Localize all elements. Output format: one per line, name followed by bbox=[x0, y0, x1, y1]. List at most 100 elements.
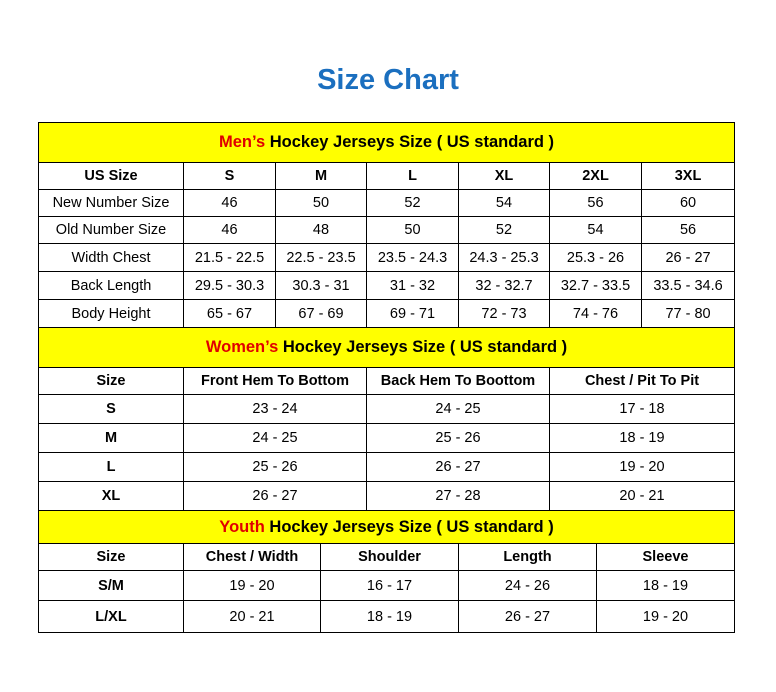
womens-size-table: Women’s Hockey Jerseys Size ( US standar… bbox=[37, 327, 736, 511]
table-row: XL 26 - 27 27 - 28 20 - 21 bbox=[38, 481, 736, 511]
column-header: Size bbox=[38, 543, 184, 571]
mens-section-title: Men’s Hockey Jerseys Size ( US standard … bbox=[37, 122, 736, 163]
table-cell: 50 bbox=[275, 189, 367, 217]
table-cell: 46 bbox=[183, 189, 276, 217]
table-cell: 54 bbox=[549, 216, 642, 244]
table-cell: 77 - 80 bbox=[640, 299, 736, 328]
row-label: M bbox=[38, 423, 184, 453]
row-label: L/XL bbox=[38, 600, 184, 633]
row-label: Old Number Size bbox=[38, 216, 184, 244]
table-row: S/M 19 - 20 16 - 17 24 - 26 18 - 19 bbox=[38, 570, 736, 601]
column-header: Size bbox=[38, 367, 184, 395]
row-label: S bbox=[38, 394, 184, 424]
table-row: Old Number Size 46 48 50 52 54 56 bbox=[38, 216, 736, 244]
section-title-text: Hockey Jerseys Size ( US standard ) bbox=[278, 338, 568, 356]
table-cell: 24 - 26 bbox=[458, 570, 597, 601]
section-title-text: Hockey Jerseys Size ( US standard ) bbox=[265, 133, 555, 151]
table-cell: 19 - 20 bbox=[183, 570, 321, 601]
column-header: 2XL bbox=[549, 162, 642, 190]
table-cell: 67 - 69 bbox=[275, 299, 367, 328]
table-cell: 27 - 28 bbox=[366, 481, 550, 511]
table-cell: 52 bbox=[366, 189, 459, 217]
column-header: S bbox=[183, 162, 276, 190]
table-cell: 52 bbox=[458, 216, 550, 244]
table-cell: 74 - 76 bbox=[549, 299, 642, 328]
table-cell: 26 - 27 bbox=[183, 481, 367, 511]
table-cell: 25 - 26 bbox=[183, 452, 367, 482]
table-cell: 23.5 - 24.3 bbox=[366, 243, 459, 272]
column-header: Length bbox=[458, 543, 597, 571]
row-label: S/M bbox=[38, 570, 184, 601]
table-cell: 24.3 - 25.3 bbox=[458, 243, 550, 272]
row-label: Body Height bbox=[38, 299, 184, 328]
table-cell: 60 bbox=[640, 189, 736, 217]
section-title-text: Hockey Jerseys Size ( US standard ) bbox=[264, 517, 554, 536]
column-header: US Size bbox=[38, 162, 184, 190]
page-title: Size Chart bbox=[317, 64, 459, 96]
table-cell: 17 - 18 bbox=[548, 394, 736, 424]
table-cell: 18 - 19 bbox=[320, 600, 459, 633]
table-cell: 72 - 73 bbox=[458, 299, 550, 328]
column-header: Front Hem To Bottom bbox=[183, 367, 367, 395]
column-header-row: Size Front Hem To Bottom Back Hem To Boott… bbox=[38, 367, 736, 395]
column-header: 3XL bbox=[640, 162, 736, 190]
table-row: Width Chest 21.5 - 22.5 22.5 - 23.5 23.5 - … bbox=[38, 243, 736, 272]
mens-size-table: Men’s Hockey Jerseys Size ( US standard … bbox=[37, 122, 736, 328]
table-cell: 69 - 71 bbox=[366, 299, 459, 328]
column-header-row: US Size S M L XL 2XL 3XL bbox=[38, 162, 736, 190]
table-cell: 56 bbox=[549, 189, 642, 217]
table-cell: 30.3 - 31 bbox=[275, 271, 367, 300]
table-cell: 48 bbox=[275, 216, 367, 244]
table-cell: 22.5 - 23.5 bbox=[275, 243, 367, 272]
table-row: Body Height 65 - 67 67 - 69 69 - 71 72 - 73 7… bbox=[38, 299, 736, 328]
youth-size-table: Youth Hockey Jerseys Size ( US standard … bbox=[37, 510, 736, 633]
table-cell: 18 - 19 bbox=[595, 570, 736, 601]
row-label: Width Chest bbox=[38, 243, 184, 272]
table-cell: 31 - 32 bbox=[366, 271, 459, 300]
table-cell: 26 - 27 bbox=[640, 243, 736, 272]
table-cell: 25.3 - 26 bbox=[549, 243, 642, 272]
column-header: M bbox=[275, 162, 367, 190]
table-cell: 20 - 21 bbox=[548, 481, 736, 511]
youth-label: Youth bbox=[219, 517, 265, 536]
table-cell: 33.5 - 34.6 bbox=[640, 271, 736, 300]
table-row: L 25 - 26 26 - 27 19 - 20 bbox=[38, 452, 736, 482]
table-cell: 18 - 19 bbox=[548, 423, 736, 453]
column-header-row: Size Chest / Width Shoulder Length Sleeve bbox=[38, 543, 736, 571]
womens-label: Women’s bbox=[205, 338, 279, 356]
youth-section-title: Youth Hockey Jerseys Size ( US standard … bbox=[37, 510, 736, 544]
table-cell: 20 - 21 bbox=[183, 600, 321, 633]
column-header: XL bbox=[458, 162, 550, 190]
table-row: L/XL 20 - 21 18 - 19 26 - 27 19 - 20 bbox=[38, 600, 736, 633]
column-header: Chest / Width bbox=[183, 543, 321, 571]
column-header: Sleeve bbox=[595, 543, 736, 571]
column-header: Shoulder bbox=[320, 543, 459, 571]
row-label: New Number Size bbox=[38, 189, 184, 217]
table-cell: 65 - 67 bbox=[183, 299, 276, 328]
womens-section-title: Women’s Hockey Jerseys Size ( US standar… bbox=[37, 327, 736, 368]
table-cell: 46 bbox=[183, 216, 276, 244]
table-cell: 32.7 - 33.5 bbox=[549, 271, 642, 300]
table-cell: 16 - 17 bbox=[320, 570, 459, 601]
column-header: Chest / Pit To Pit bbox=[548, 367, 736, 395]
table-cell: 21.5 - 22.5 bbox=[183, 243, 276, 272]
table-cell: 29.5 - 30.3 bbox=[183, 271, 276, 300]
row-label: XL bbox=[38, 481, 184, 511]
table-cell: 24 - 25 bbox=[183, 423, 367, 453]
row-label: Back Length bbox=[38, 271, 184, 300]
table-cell: 25 - 26 bbox=[366, 423, 550, 453]
table-cell: 32 - 32.7 bbox=[458, 271, 550, 300]
table-cell: 24 - 25 bbox=[366, 394, 550, 424]
table-row: S 23 - 24 24 - 25 17 - 18 bbox=[38, 394, 736, 424]
table-cell: 23 - 24 bbox=[183, 394, 367, 424]
mens-label: Men’s bbox=[219, 133, 266, 151]
table-cell: 26 - 27 bbox=[366, 452, 550, 482]
table-cell: 50 bbox=[366, 216, 459, 244]
table-cell: 19 - 20 bbox=[595, 600, 736, 633]
table-cell: 56 bbox=[640, 216, 736, 244]
table-cell: 19 - 20 bbox=[548, 452, 736, 482]
column-header: Back Hem To Boottom bbox=[366, 367, 550, 395]
table-cell: 26 - 27 bbox=[458, 600, 597, 633]
table-row: New Number Size 46 50 52 54 56 60 bbox=[38, 189, 736, 217]
table-row: Back Length 29.5 - 30.3 30.3 - 31 31 - 32 32… bbox=[38, 271, 736, 300]
